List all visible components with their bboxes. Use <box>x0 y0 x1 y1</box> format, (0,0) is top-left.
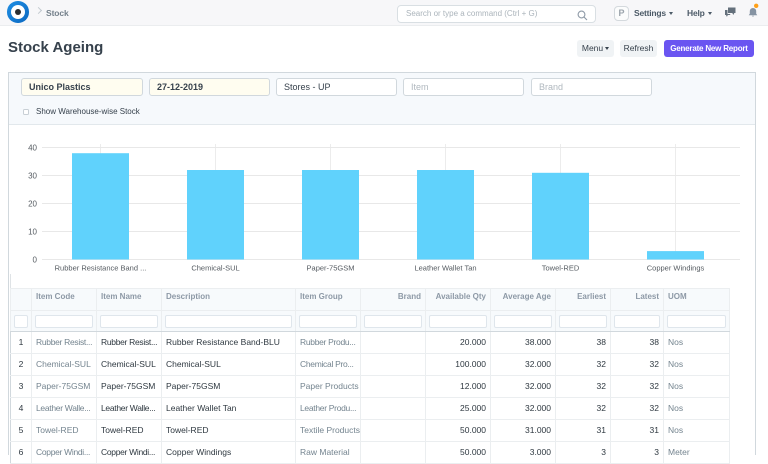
svg-text:Leather Wallet Tan: Leather Wallet Tan <box>414 264 476 273</box>
svg-text:Paper-75GSM: Paper-75GSM <box>307 264 355 273</box>
svg-text:Copper Windings: Copper Windings <box>647 264 705 273</box>
svg-text:30: 30 <box>28 172 37 181</box>
svg-text:40: 40 <box>28 144 37 153</box>
svg-text:10: 10 <box>28 228 37 237</box>
svg-text:Chemical-SUL: Chemical-SUL <box>191 264 239 273</box>
svg-text:20: 20 <box>28 200 37 209</box>
svg-text:Towel-RED: Towel-RED <box>542 264 580 273</box>
svg-text:0: 0 <box>33 256 38 265</box>
svg-text:Rubber Resistance Band ...: Rubber Resistance Band ... <box>55 264 147 273</box>
